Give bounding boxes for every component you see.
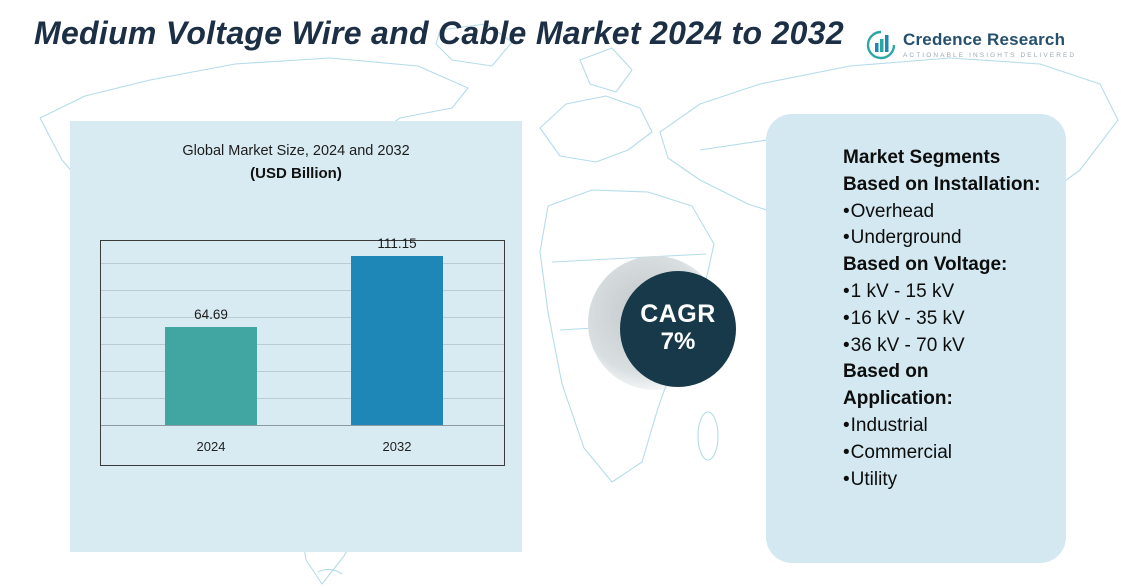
page-title: Medium Voltage Wire and Cable Market 202… [34, 15, 844, 51]
logo-chart-icon [866, 30, 896, 60]
segment-bullet-item: •Commercial [843, 441, 953, 463]
market-segments-panel: Market Segments Based on Installation: •Ov… [766, 114, 1066, 563]
cagr-badge: CAGR 7% [620, 271, 736, 387]
bar-value-label: 111.15 [377, 236, 417, 251]
bullet-glyph: • [843, 468, 850, 490]
chart-panel: Global Market Size, 2024 and 2032 (USD B… [70, 121, 522, 552]
gridline [101, 344, 504, 345]
market-segments-list: Market Segments Based on Installation: •Ov… [843, 145, 1061, 493]
bullet-glyph: • [843, 441, 850, 463]
bullet-glyph: • [843, 307, 850, 329]
cagr-value: 7% [660, 328, 696, 356]
bar-group-2024: 64.69 [165, 307, 257, 425]
gridline [101, 290, 504, 291]
segment-bullet-item: •1 kV - 15 kV [843, 280, 955, 302]
gridline [101, 263, 504, 264]
segment-bullet-item: •36 kV - 70 kV [843, 334, 965, 356]
brand-logo: Credence Research Actionable Insights De… [866, 30, 1076, 60]
segment-bullet-item: •Underground [843, 227, 962, 249]
segment-heading: Based on Voltage: [843, 254, 1008, 276]
bar-group-2032: 111.15 [351, 236, 443, 425]
gridline [101, 317, 504, 318]
gridline [101, 371, 504, 372]
logo-name: Credence Research [903, 30, 1066, 49]
cagr-label: CAGR [640, 299, 716, 328]
chart-subtitle: (USD Billion) [250, 165, 342, 182]
segment-heading: Market Segments [843, 147, 1001, 168]
bullet-glyph: • [843, 334, 850, 356]
segment-bullet-item: •16 kV - 35 kV [843, 307, 965, 329]
bar-chart-plot-area: 64.69 2024 111.15 2032 [100, 236, 505, 466]
bar-category-label: 2032 [382, 439, 412, 454]
bar-2032 [351, 256, 443, 425]
logo-text-block: Credence Research Actionable Insights De… [903, 30, 1076, 59]
bullet-glyph: • [843, 227, 850, 249]
segment-bullet-item: •Industrial [843, 414, 928, 436]
chart-title: Global Market Size, 2024 and 2032 [182, 143, 410, 159]
segment-heading: Application: [843, 388, 953, 410]
segment-bullet-item: •Utility [843, 468, 898, 490]
segment-heading: Based on Installation: [843, 173, 1041, 195]
bullet-glyph: • [843, 280, 850, 302]
bullet-glyph: • [843, 200, 850, 222]
bar-2024 [165, 327, 257, 425]
bullet-glyph: • [843, 414, 850, 436]
segment-bullet-item: •Overhead [843, 200, 935, 222]
gridline [101, 398, 504, 399]
x-axis-line [101, 425, 504, 426]
logo-tagline: Actionable Insights Delivered [903, 52, 1077, 59]
bar-value-label: 64.69 [194, 307, 228, 322]
bar-category-label: 2024 [196, 439, 226, 454]
segment-heading: Based on [843, 361, 929, 383]
